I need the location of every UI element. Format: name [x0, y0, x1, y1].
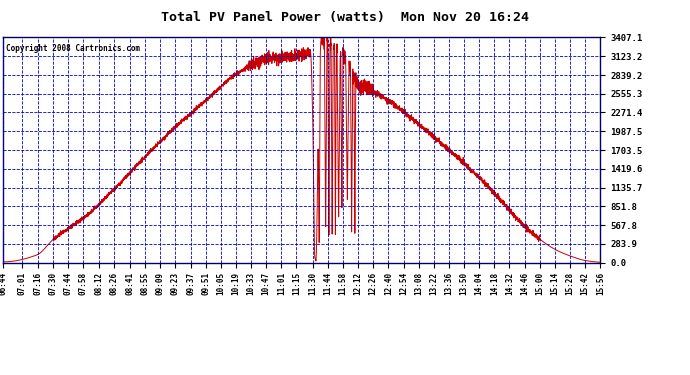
- Text: Copyright 2008 Cartronics.com: Copyright 2008 Cartronics.com: [6, 44, 141, 53]
- Text: Total PV Panel Power (watts)  Mon Nov 20 16:24: Total PV Panel Power (watts) Mon Nov 20 …: [161, 11, 529, 24]
